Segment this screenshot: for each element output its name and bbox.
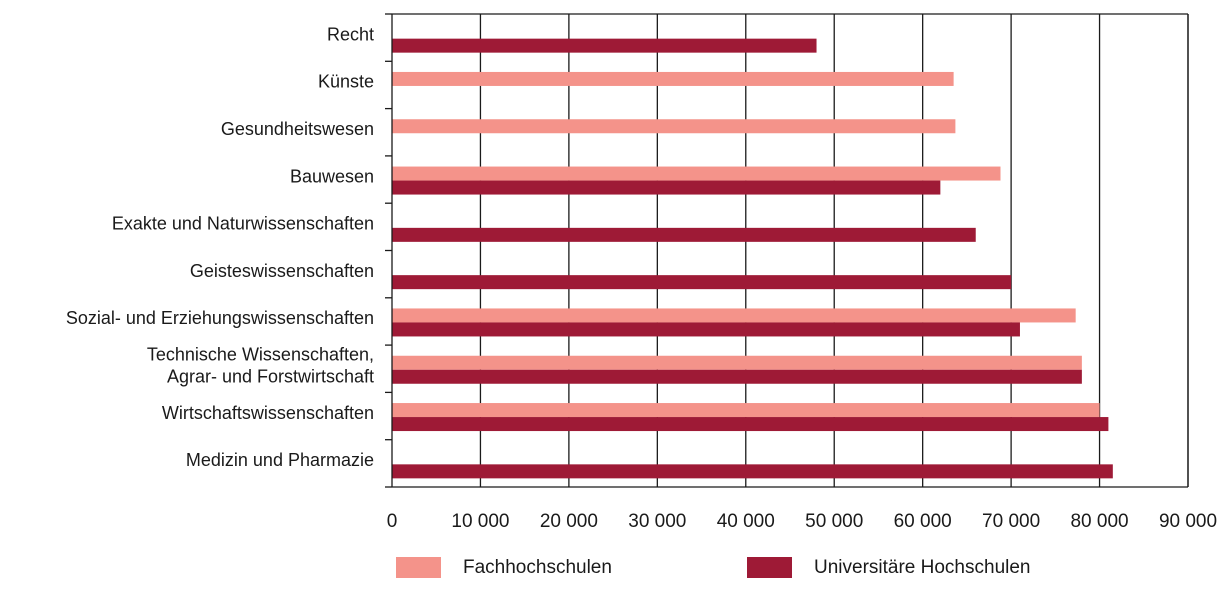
x-tick-label: 60 000: [894, 511, 952, 532]
legend-swatch: [396, 557, 441, 578]
bar: [392, 119, 956, 134]
bar: [392, 275, 1012, 290]
legend-label: Universitäre Hochschulen: [814, 557, 1031, 578]
bars: [392, 38, 1113, 479]
bar: [392, 322, 1020, 337]
category-label: Technische Wissenschaften,: [147, 345, 374, 365]
x-tick-label: 50 000: [805, 511, 863, 532]
category-label: Medizin und Pharmazie: [186, 450, 374, 470]
x-tick-label: 0: [387, 511, 398, 532]
axes: [385, 13, 1189, 488]
bar: [392, 355, 1082, 370]
category-label: Bauwesen: [290, 166, 374, 186]
category-label: Recht: [327, 24, 374, 44]
bar: [392, 71, 954, 86]
bar: [392, 38, 817, 53]
bar: [392, 417, 1109, 432]
x-tick-label: 40 000: [717, 511, 775, 532]
x-tick-label: 20 000: [540, 511, 598, 532]
category-label: Künste: [318, 72, 374, 92]
legend-swatch: [747, 557, 792, 578]
bar: [392, 180, 941, 195]
bar: [392, 166, 1001, 181]
category-label: Exakte und Naturwissenschaften: [112, 214, 374, 234]
category-label: Gesundheitswesen: [221, 119, 374, 139]
x-tick-label: 70 000: [982, 511, 1040, 532]
x-tick-label: 10 000: [451, 511, 509, 532]
bar: [392, 369, 1082, 384]
legend: Fachhochschulen Universitäre Hochschulen: [396, 557, 1031, 578]
category-label: Sozial- und Erziehungswissenschaften: [66, 308, 374, 328]
category-label: Geisteswissenschaften: [190, 261, 374, 281]
category-label: Agrar- und Forstwirtschaft: [167, 367, 374, 387]
x-tick-label: 90 000: [1159, 511, 1217, 532]
bar: [392, 308, 1076, 323]
bar: [392, 464, 1113, 479]
bar: [392, 227, 976, 242]
x-tick-label: 80 000: [1070, 511, 1128, 532]
category-labels: Recht Künste Gesundheitswesen Bauwesen Exakt…: [66, 24, 374, 470]
x-tick-label: 30 000: [628, 511, 686, 532]
tick-labels: 0 10 000 20 000 30 000 40 000 50 000 60 000 70 …: [387, 511, 1217, 532]
category-label: Wirtschaftswissenschaften: [162, 403, 374, 423]
legend-label: Fachhochschulen: [463, 557, 612, 578]
bar: [392, 403, 1100, 418]
